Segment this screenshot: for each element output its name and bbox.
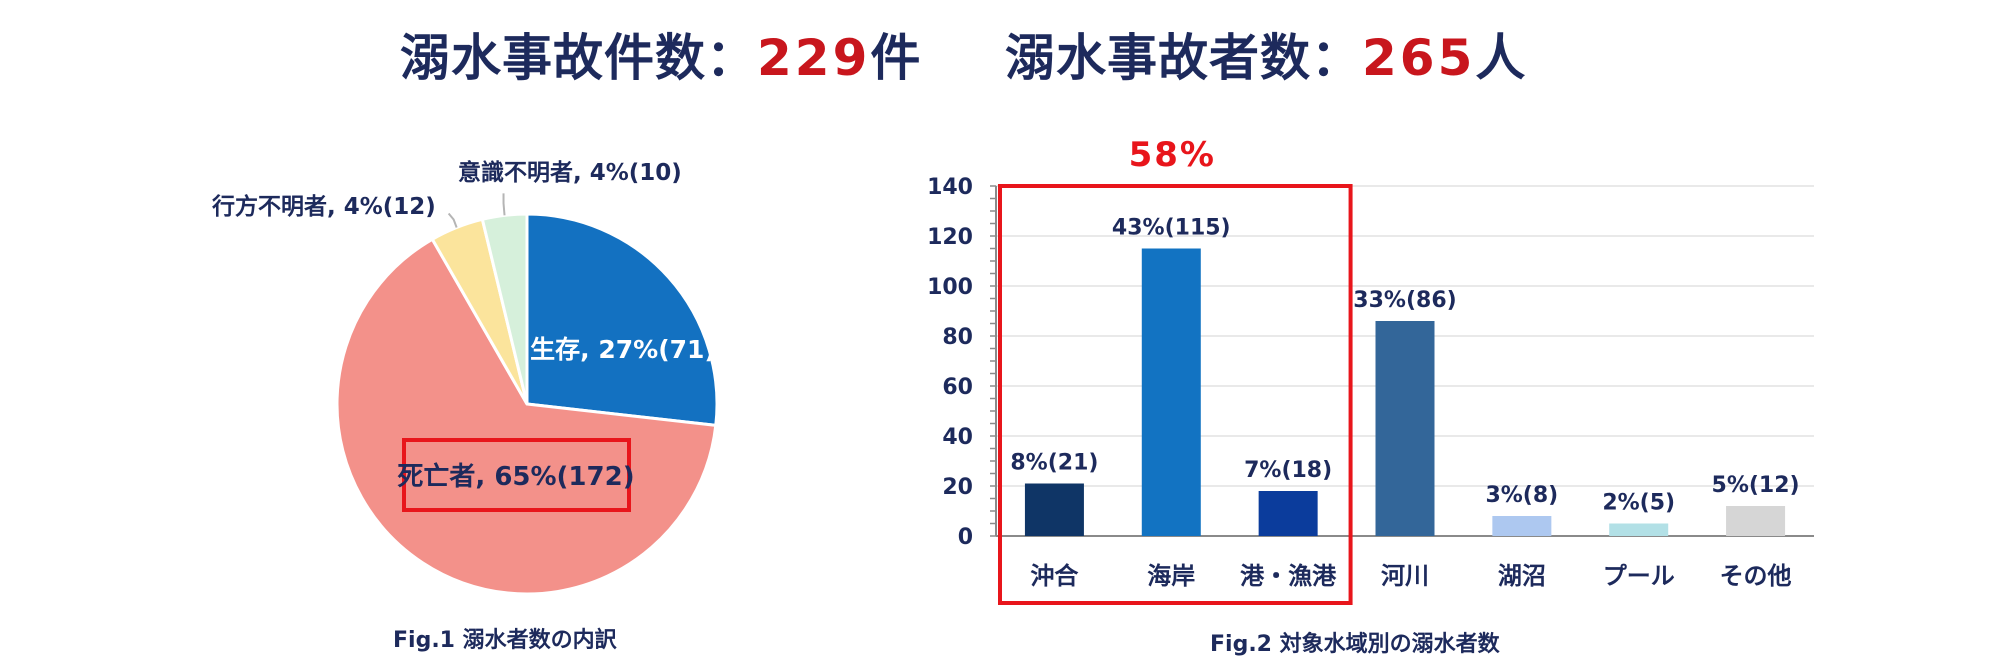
pie-slice-0: [525, 212, 719, 428]
accidents-value: 229: [757, 29, 871, 87]
y-tick-label: 100: [927, 275, 973, 300]
category-label: その他: [1720, 562, 1792, 590]
pie-highlight-box: [402, 438, 631, 512]
y-tick-label: 20: [942, 475, 973, 500]
y-tick-label: 140: [927, 175, 973, 200]
pie-leader-unconscious: [502, 193, 506, 216]
bar-2: [1258, 491, 1318, 536]
y-tick-label: 0: [958, 525, 973, 550]
pie-label-unconscious: 意識不明者, 4%(10): [458, 159, 682, 186]
bar-data-label: 8%(21): [1010, 451, 1098, 476]
pie-label-survived: 生存, 27%(71): [530, 335, 716, 364]
highlight-percent-label: 58%: [1129, 135, 1216, 175]
bar-data-label: 7%(18): [1244, 458, 1332, 483]
bar-highlight-box: [998, 184, 1353, 605]
y-tick-label: 60: [942, 375, 973, 400]
victims-value: 265: [1362, 29, 1476, 87]
bar-6: [1726, 506, 1786, 536]
bar-data-label: 5%(12): [1712, 473, 1800, 498]
y-tick-label: 120: [927, 225, 973, 250]
headline-accidents: 溺水事故件数：229件: [400, 18, 921, 98]
bar-data-label: 2%(5): [1602, 491, 1675, 516]
bar-data-label: 3%(8): [1485, 483, 1558, 508]
bar-3: [1375, 321, 1435, 536]
y-tick-label: 80: [942, 325, 973, 350]
bar-0: [1024, 483, 1084, 536]
pie-chart: 生存, 27%(71) 死亡者, 65%(172) 行方不明者, 4%(12) 意識不…: [211, 159, 719, 596]
victims-unit: 人: [1475, 29, 1527, 87]
fig2-caption: Fig.2 対象水域別の溺水者数: [1210, 632, 1500, 657]
victims-label: 溺水事故者数：: [1005, 29, 1362, 87]
pie-label-missing: 行方不明者, 4%(12): [211, 193, 436, 220]
fig1-caption: Fig.1 溺水者数の内訳: [393, 628, 617, 653]
accidents-label: 溺水事故件数：: [400, 29, 757, 87]
category-label: 港・漁港: [1240, 562, 1337, 590]
pie-leader-missing: [447, 212, 458, 228]
category-label: 湖沼: [1498, 562, 1546, 590]
y-tick-label: 40: [942, 425, 973, 450]
category-label: 海岸: [1147, 562, 1195, 590]
pie-label-deceased: 死亡者, 65%(172): [397, 461, 634, 492]
bar-data-label: 43%(115): [1112, 216, 1231, 241]
accidents-unit: 件: [870, 29, 922, 87]
category-label: プール: [1603, 562, 1675, 590]
bar-data-label: 33%(86): [1353, 288, 1456, 313]
category-label: 沖合: [1030, 562, 1079, 590]
pie-slice-1: [335, 237, 718, 596]
bar-4: [1492, 516, 1552, 536]
bar-1: [1141, 248, 1201, 536]
pie-slice-3: [480, 212, 529, 405]
category-label: 河川: [1381, 562, 1429, 590]
headline-victims: 溺水事故者数：265人: [1005, 18, 1526, 98]
bar-5: [1609, 523, 1669, 536]
